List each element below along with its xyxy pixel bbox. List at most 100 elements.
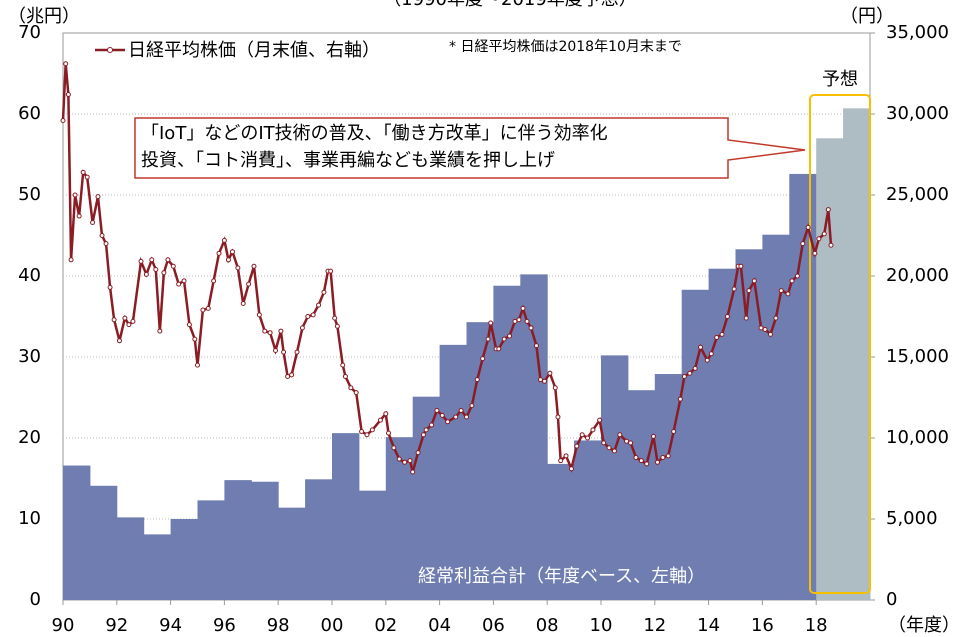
line-marker (606, 445, 612, 451)
line-marker (738, 263, 744, 269)
line-marker (340, 362, 346, 368)
bar (547, 463, 575, 600)
line-marker (321, 289, 327, 295)
line-marker (170, 263, 176, 269)
line-marker (812, 250, 818, 256)
line-marker (496, 346, 502, 352)
line-marker (681, 373, 687, 379)
bar (843, 108, 871, 600)
line-marker (262, 328, 268, 334)
x-tick-label: 10 (590, 615, 613, 636)
x-tick-label: 18 (805, 615, 828, 636)
line-marker (520, 305, 526, 311)
line-marker (773, 315, 779, 321)
line-marker (310, 312, 316, 318)
line-marker (216, 250, 222, 256)
bar (332, 433, 360, 600)
y2-tick-label: 15,000 (886, 346, 949, 367)
line-marker (420, 432, 426, 438)
line-marker (547, 370, 553, 376)
line-marker (130, 318, 136, 324)
line-marker (439, 412, 445, 418)
line-marker (332, 315, 338, 321)
line-marker (743, 315, 749, 321)
line-marker (359, 429, 365, 435)
bar (305, 479, 333, 600)
y2-axis-unit: （円） (840, 6, 894, 27)
line-marker (364, 432, 370, 438)
x-tick-label: 02 (374, 615, 397, 636)
line-marker (316, 302, 322, 308)
line-marker (568, 466, 574, 472)
x-tick-label: 94 (159, 615, 182, 636)
line-marker (528, 325, 534, 331)
line-marker (434, 407, 440, 413)
line-marker (149, 257, 155, 263)
line-marker (445, 419, 451, 425)
line-marker (396, 456, 402, 462)
line-marker (328, 268, 334, 274)
line-marker (542, 378, 548, 384)
line-marker (299, 325, 305, 331)
line-marker (524, 318, 530, 324)
line-marker (256, 312, 262, 318)
x-tick-label: 16 (751, 615, 774, 636)
line-marker (289, 372, 295, 378)
y-tick-label: 60 (18, 103, 41, 124)
line-marker (240, 301, 246, 307)
line-marker (251, 263, 257, 269)
line-marker (558, 458, 564, 464)
line-marker (63, 61, 69, 67)
bar (789, 173, 817, 600)
line-marker (512, 318, 518, 324)
bar (708, 268, 736, 600)
y2-tick-label: 0 (886, 589, 897, 610)
x-tick-label: 08 (536, 615, 559, 636)
line-marker (195, 362, 200, 368)
line-marker (161, 270, 167, 276)
y2-tick-label: 10,000 (886, 427, 949, 448)
line-marker (628, 440, 634, 446)
x-axis-label: （年度） (888, 615, 960, 636)
y-tick-label: 0 (30, 589, 41, 610)
bar (358, 490, 387, 600)
y-tick-label: 10 (18, 508, 41, 529)
line-marker (654, 459, 660, 465)
line-marker (665, 453, 671, 459)
bar (89, 485, 118, 600)
line-marker (800, 241, 806, 247)
line-marker (95, 194, 101, 200)
line-marker (225, 257, 231, 263)
line-marker (342, 373, 348, 379)
line-marker (229, 249, 235, 255)
line-marker (176, 281, 182, 287)
line-marker (383, 411, 389, 417)
line-marker (165, 257, 171, 263)
bar (197, 500, 225, 600)
x-tick-label: 12 (643, 615, 666, 636)
x-tick-label: 90 (52, 615, 75, 636)
line-marker (687, 370, 693, 376)
line-marker (480, 356, 486, 362)
line-marker (464, 414, 469, 420)
bar (574, 440, 602, 600)
bar (681, 289, 710, 600)
line-marker (789, 278, 795, 284)
line-marker (281, 349, 287, 355)
y-tick-label: 20 (18, 427, 41, 448)
line-marker (601, 440, 607, 446)
y-tick-label: 30 (18, 346, 41, 367)
line-marker (285, 373, 291, 379)
line-marker (246, 281, 252, 287)
annotation-line: 投資、「コト消費」、事業再編なども業績を押し上げ (141, 150, 555, 171)
line-marker (278, 328, 284, 334)
line-marker (611, 448, 617, 454)
line-marker (273, 348, 279, 354)
line-marker (402, 459, 408, 465)
line-marker (644, 461, 650, 467)
line-marker (751, 278, 757, 284)
line-marker (423, 427, 429, 433)
line-marker (377, 417, 383, 423)
line-marker (574, 443, 580, 449)
line-marker (708, 351, 714, 357)
